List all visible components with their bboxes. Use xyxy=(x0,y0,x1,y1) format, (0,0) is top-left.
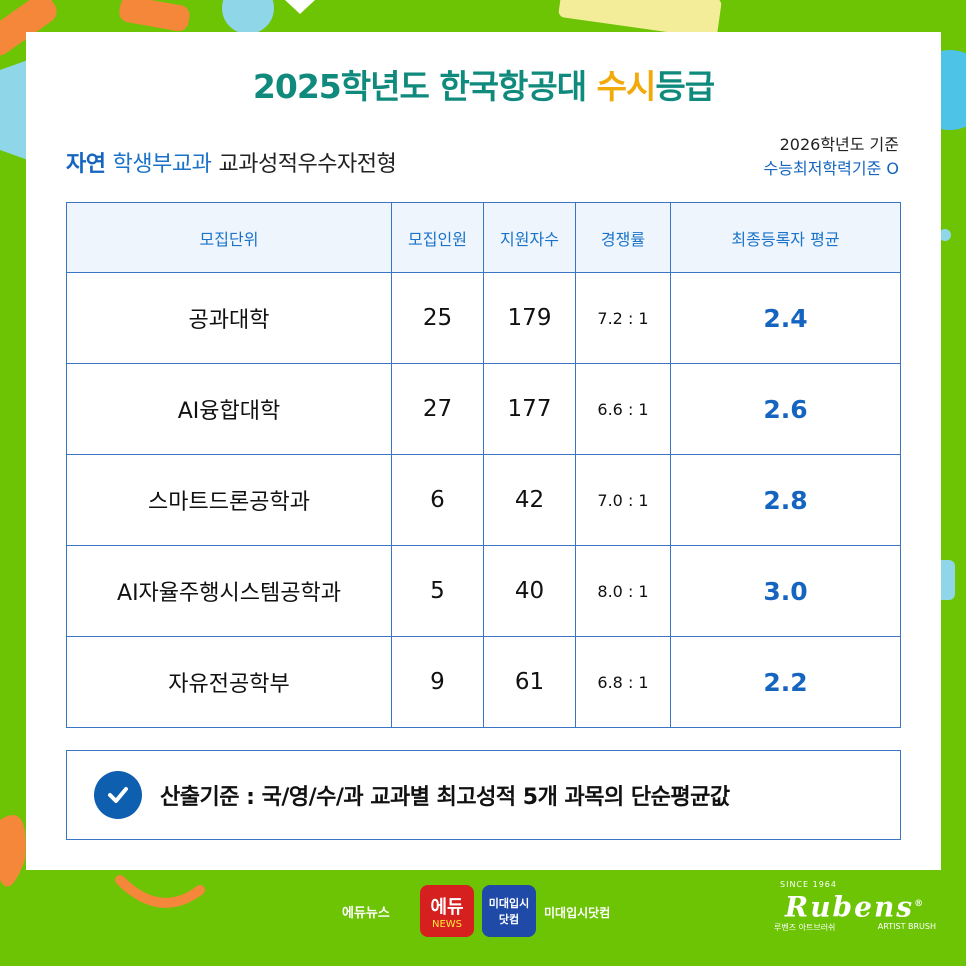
criteria-note: 2026학년도 기준 수능최저학력기준 O xyxy=(764,133,899,181)
cell-unit: AI자율주행시스템공학과 xyxy=(66,545,392,637)
cell-unit: 스마트드론공학과 xyxy=(66,454,392,546)
title-prefix: 2025학년도 한국항공대 xyxy=(252,67,597,106)
cell-quota: 25 xyxy=(391,272,484,364)
main-card: 2025학년도 한국항공대 수시등급 자연 학생부교과 교과성적우수자전형 20… xyxy=(26,32,941,870)
note-year: 2026학년도 기준 xyxy=(779,135,899,154)
cell-applicants: 40 xyxy=(483,545,576,637)
subtitle-program: 교과성적우수자전형 xyxy=(218,152,397,177)
edunews-logo: 에듀 NEWS xyxy=(420,885,474,937)
midae-logo-top: 미대입시 xyxy=(488,897,530,910)
header-applicants: 지원자수 xyxy=(483,202,576,273)
cell-applicants: 177 xyxy=(483,363,576,455)
edunews-logo-top: 에듀 xyxy=(430,896,464,918)
calculation-criteria: 산출기준 : 국/영/수/과 교과별 최고성적 5개 과목의 단순평균값 xyxy=(66,750,901,840)
cell-ratio: 6.6 : 1 xyxy=(575,363,671,455)
header-grade: 최종등록자 평균 xyxy=(670,202,901,273)
cell-quota: 9 xyxy=(391,636,484,728)
brand-name: Rubens® xyxy=(770,889,940,922)
header-unit: 모집단위 xyxy=(66,202,392,273)
cell-quota: 27 xyxy=(391,363,484,455)
cell-grade: 2.2 xyxy=(670,636,901,728)
midae-label: 미대입시닷컴 xyxy=(544,906,611,920)
table-row: AI자율주행시스템공학과 5 40 8.0 : 1 3.0 xyxy=(66,545,901,637)
brand-sub: ARTIST BRUSH xyxy=(877,922,936,932)
midae-logo: 미대입시 닷컴 xyxy=(482,885,536,937)
table-row: 공과대학 25 179 7.2 : 1 2.4 xyxy=(66,272,901,364)
cell-grade: 2.4 xyxy=(670,272,901,364)
edunews-label: 에듀뉴스 xyxy=(342,906,390,921)
brand-reg: ® xyxy=(914,899,926,909)
midae-logo-bottom: 닷컴 xyxy=(498,913,520,926)
cell-ratio: 8.0 : 1 xyxy=(575,545,671,637)
results-table: 모집단위 모집인원 지원자수 경쟁률 최종등록자 평균 공과대학 25 179 … xyxy=(66,202,901,728)
note-minimum: 수능최저학력기준 O xyxy=(763,159,899,178)
cell-unit: 자유전공학부 xyxy=(66,636,392,728)
table-row: 자유전공학부 9 61 6.8 : 1 2.2 xyxy=(66,636,901,728)
cell-ratio: 6.8 : 1 xyxy=(575,636,671,728)
table-row: 스마트드론공학과 6 42 7.0 : 1 2.8 xyxy=(66,454,901,546)
check-circle-icon xyxy=(94,771,142,819)
title-highlight: 수시 xyxy=(596,67,657,106)
page-title: 2025학년도 한국항공대 수시등급 xyxy=(26,60,941,108)
header-ratio: 경쟁률 xyxy=(575,202,671,273)
rubens-brand: SINCE 1964 Rubens® 루벤즈 아트브러쉬 ARTIST BRUS… xyxy=(770,880,940,933)
brand-subline: 루벤즈 아트브러쉬 ARTIST BRUSH xyxy=(770,922,940,933)
cell-applicants: 61 xyxy=(483,636,576,728)
admission-type: 자연 학생부교과 교과성적우수자전형 xyxy=(66,146,397,178)
cell-unit: 공과대학 xyxy=(66,272,392,364)
criteria-text: 산출기준 : 국/영/수/과 교과별 최고성적 5개 과목의 단순평균값 xyxy=(160,785,730,810)
cell-ratio: 7.0 : 1 xyxy=(575,454,671,546)
cell-applicants: 179 xyxy=(483,272,576,364)
header-quota: 모집인원 xyxy=(391,202,484,273)
subtitle-field: 자연 xyxy=(66,152,106,177)
cell-grade: 2.6 xyxy=(670,363,901,455)
brand-name-text: Rubens xyxy=(784,890,915,924)
cell-quota: 6 xyxy=(391,454,484,546)
subtitle-track: 학생부교과 xyxy=(112,152,212,177)
title-suffix: 등급 xyxy=(655,67,715,106)
table-header-row: 모집단위 모집인원 지원자수 경쟁률 최종등록자 평균 xyxy=(66,202,901,273)
cell-quota: 5 xyxy=(391,545,484,637)
footer: 에듀뉴스 에듀 NEWS 미대입시 닷컴 미대입시닷컴 SINCE 1964 R… xyxy=(0,880,966,966)
edunews-logo-bottom: NEWS xyxy=(431,918,463,930)
cell-grade: 3.0 xyxy=(670,545,901,637)
cell-applicants: 42 xyxy=(483,454,576,546)
table-row: AI융합대학 27 177 6.6 : 1 2.6 xyxy=(66,363,901,455)
brand-since: SINCE 1964 xyxy=(780,880,837,889)
brand-kor: 루벤즈 아트브러쉬 xyxy=(774,923,836,933)
cell-ratio: 7.2 : 1 xyxy=(575,272,671,364)
cell-unit: AI융합대학 xyxy=(66,363,392,455)
cell-grade: 2.8 xyxy=(670,454,901,546)
